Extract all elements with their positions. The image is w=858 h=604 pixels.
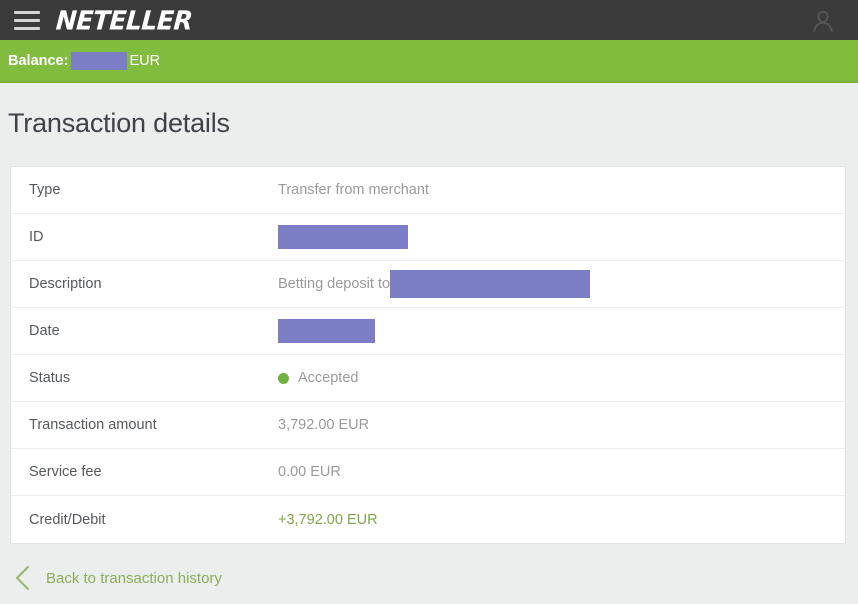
table-row: Description Betting deposit to bbox=[11, 261, 845, 308]
balance-amount-redaction bbox=[71, 51, 128, 70]
row-label-description: Description bbox=[29, 276, 102, 292]
row-label-transaction-amount: Transaction amount bbox=[29, 417, 157, 433]
row-label-date: Date bbox=[29, 323, 60, 339]
table-row: Service fee 0.00 EUR bbox=[11, 449, 845, 496]
row-label-type: Type bbox=[29, 182, 61, 198]
user-avatar-icon[interactable] bbox=[808, 6, 838, 36]
description-redaction bbox=[390, 270, 591, 298]
top-header-bar: NETELLER bbox=[0, 0, 858, 40]
table-row: Type Transfer from merchant bbox=[11, 167, 845, 214]
back-to-transaction-history-link[interactable]: Back to transaction history bbox=[12, 563, 222, 593]
neteller-logo[interactable]: NETELLER bbox=[54, 4, 194, 36]
balance-bar: Balance: EUR bbox=[0, 40, 858, 83]
balance-label: Balance: EUR bbox=[8, 51, 161, 70]
status-dot-icon bbox=[278, 372, 289, 384]
transaction-details-card: Type Transfer from merchant ID Descripti… bbox=[10, 166, 846, 544]
table-row: Credit/Debit +3,792.00 EUR bbox=[11, 496, 845, 543]
table-row: Status Accepted bbox=[11, 355, 845, 402]
row-value-service-fee: 0.00 EUR bbox=[278, 464, 341, 480]
status-badge: Accepted bbox=[298, 370, 359, 386]
row-label-credit-debit: Credit/Debit bbox=[29, 511, 106, 528]
row-value-description: Betting deposit to bbox=[278, 270, 845, 298]
description-text: Betting deposit to bbox=[278, 276, 391, 292]
row-value-credit-debit: +3,792.00 EUR bbox=[278, 511, 378, 528]
balance-label-text: Balance: bbox=[8, 52, 69, 69]
hamburger-menu-icon[interactable] bbox=[7, 0, 47, 40]
hamburger-bar bbox=[14, 18, 40, 22]
date-redaction bbox=[278, 319, 375, 343]
row-value-transaction-amount: 3,792.00 EUR bbox=[278, 417, 370, 433]
table-row: Date bbox=[11, 308, 845, 355]
row-label-status: Status bbox=[29, 370, 71, 386]
id-redaction bbox=[278, 225, 408, 249]
page-title: Transaction details bbox=[8, 108, 230, 138]
chevron-left-icon bbox=[12, 563, 34, 593]
row-value-type: Transfer from merchant bbox=[278, 182, 429, 198]
row-value-date bbox=[278, 319, 845, 343]
row-label-id: ID bbox=[29, 229, 44, 245]
table-row: ID bbox=[11, 214, 845, 261]
back-link-label: Back to transaction history bbox=[46, 569, 222, 587]
hamburger-bar bbox=[14, 26, 40, 30]
balance-currency: EUR bbox=[129, 52, 161, 69]
hamburger-bar bbox=[14, 10, 40, 14]
row-label-service-fee: Service fee bbox=[29, 464, 102, 480]
row-value-id bbox=[278, 225, 845, 249]
row-value-status: Accepted bbox=[278, 370, 845, 386]
table-row: Transaction amount 3,792.00 EUR bbox=[11, 402, 845, 449]
